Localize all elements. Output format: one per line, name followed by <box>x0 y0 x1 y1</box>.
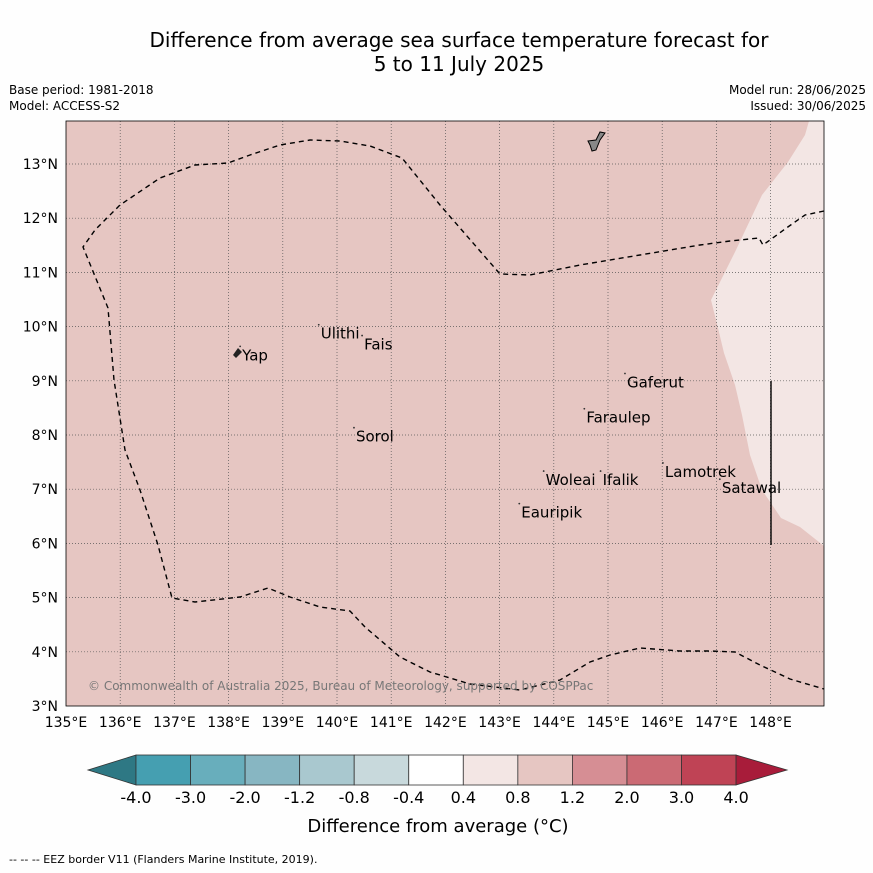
lon-tick-label: 144°E <box>533 715 576 731</box>
colorbar-tick-label: 0.4 <box>451 788 476 807</box>
place-label-ulithi: Ulithi <box>321 325 360 343</box>
colorbar-tick-label: -1.2 <box>284 788 315 807</box>
lat-tick-label: 3°N <box>32 699 58 715</box>
lat-tick-label: 11°N <box>23 265 58 281</box>
place-marker <box>317 323 320 326</box>
anomaly-background <box>66 121 824 706</box>
place-marker <box>599 470 602 472</box>
lon-tick-label: 147°E <box>695 715 738 731</box>
anomaly-region-east <box>711 121 824 546</box>
lat-tick-label: 4°N <box>32 645 58 661</box>
base-period: Base period: 1981-2018 <box>9 83 154 97</box>
place-label-gaferut: Gaferut <box>627 374 684 392</box>
lon-tick-label: 139°E <box>262 715 305 731</box>
lat-tick-label: 5°N <box>32 591 58 607</box>
gridlines <box>66 121 824 706</box>
eez-footnote: -- -- -- EEZ border V11 (Flanders Marine… <box>9 853 318 866</box>
place-marker <box>239 345 242 348</box>
colorbar-segment <box>408 754 464 786</box>
colorbar-extend-high <box>735 754 789 786</box>
colorbar-segment <box>517 754 573 786</box>
yap-island-shape <box>233 348 242 358</box>
lon-tick-label: 143°E <box>478 715 521 731</box>
place-marker <box>624 372 626 375</box>
title-line-1: Difference from average sea surface temp… <box>149 28 769 52</box>
lat-tick-label: 10°N <box>23 320 58 336</box>
place-label-ifalik: Ifalik <box>603 471 639 489</box>
place-marker <box>353 426 355 429</box>
place-marker <box>662 462 664 464</box>
place-label-satawal: Satawal <box>722 479 781 497</box>
colorbar-segment <box>353 754 410 786</box>
colorbar-tick-label: -0.8 <box>339 788 370 807</box>
colorbar-label: Difference from average (°C) <box>307 816 568 837</box>
lon-tick-label: 140°E <box>316 715 359 731</box>
colorbar-tick-label: -0.4 <box>393 788 424 807</box>
lon-tick-label: 137°E <box>153 715 196 731</box>
colorbar-tick-label: -3.0 <box>175 788 206 807</box>
lat-tick-label: 6°N <box>32 536 58 552</box>
place-label-lamotrek: Lamotrek <box>665 463 736 481</box>
lat-tick-label: 9°N <box>32 374 58 390</box>
lat-tick-label: 12°N <box>23 211 58 227</box>
place-marker <box>542 470 545 472</box>
model-run: Model run: 28/06/2025 <box>728 83 866 97</box>
place-marker <box>718 478 721 481</box>
guam-island-shape <box>587 131 606 152</box>
lon-tick-label: 136°E <box>99 715 142 731</box>
colorbar-segment <box>681 754 737 786</box>
lat-tick-label: 8°N <box>32 428 58 444</box>
colorbar-tick-label: 0.8 <box>505 788 530 807</box>
colorbar-segment <box>299 754 355 786</box>
colorbar-segment <box>244 754 301 786</box>
meta-left: Base period: 1981-2018 Model: ACCESS-S2 <box>9 82 154 114</box>
eez-border <box>82 139 825 691</box>
colorbar-segment <box>626 754 682 786</box>
colorbar: -4.0 -3.0 -2.0 -1.2 -0.8 -0.4 0.4 0.8 1.2 2.0 3.0 4… <box>86 754 789 807</box>
colorbar-tick-label: 3.0 <box>669 788 694 807</box>
lon-tick-label: 141°E <box>370 715 413 731</box>
copyright-notice: © Commonwealth of Australia 2025, Bureau… <box>88 679 593 693</box>
colorbar-tick-label: -4.0 <box>120 788 151 807</box>
place-label-sorol: Sorol <box>356 428 394 446</box>
place-label-fais: Fais <box>364 336 393 354</box>
lon-tick-label: 135°E <box>45 715 88 731</box>
place-label-yap: Yap <box>241 346 268 364</box>
model-name: Model: ACCESS-S2 <box>9 99 121 113</box>
meta-right: Model run: 28/06/2025 Issued: 30/06/2025 <box>729 82 866 114</box>
colorbar-segment <box>572 754 628 786</box>
latitude-tick-labels: 3°N 4°N 5°N 6°N 7°N 8°N 9°N 10°N 11°N 12°N 13°N <box>23 157 58 715</box>
place-marker <box>361 334 363 337</box>
longitude-tick-labels: 135°E 136°E 137°E 138°E 139°E 140°E 141°E 142°E… <box>45 715 792 731</box>
place-label-faraulep: Faraulep <box>586 409 650 427</box>
colorbar-tick-label: -2.0 <box>229 788 260 807</box>
colorbar-extend-low <box>86 754 137 786</box>
lon-tick-label: 146°E <box>641 715 684 731</box>
colorbar-tick-label: 4.0 <box>723 788 748 807</box>
title-line-2: 5 to 11 July 2025 <box>373 52 545 76</box>
lon-tick-label: 148°E <box>749 715 792 731</box>
issued-date: Issued: 30/06/2025 <box>750 99 866 113</box>
place-label-woleai: Woleai <box>546 471 596 489</box>
colorbar-tick-label: 1.2 <box>560 788 585 807</box>
colorbar-segment <box>135 754 191 786</box>
chart-title: Difference from average sea surface temp… <box>0 28 873 76</box>
lon-tick-label: 145°E <box>587 715 630 731</box>
colorbar-tick-label: 2.0 <box>614 788 639 807</box>
lon-tick-label: 138°E <box>207 715 250 731</box>
colorbar-segment <box>190 754 246 786</box>
lon-tick-label: 142°E <box>424 715 467 731</box>
place-label-eauripik: Eauripik <box>521 504 582 522</box>
lat-tick-label: 7°N <box>32 482 58 498</box>
map-frame <box>65 120 825 707</box>
lat-tick-label: 13°N <box>23 157 58 173</box>
colorbar-segment <box>462 754 519 786</box>
place-marker <box>518 502 521 505</box>
place-marker <box>583 407 586 410</box>
